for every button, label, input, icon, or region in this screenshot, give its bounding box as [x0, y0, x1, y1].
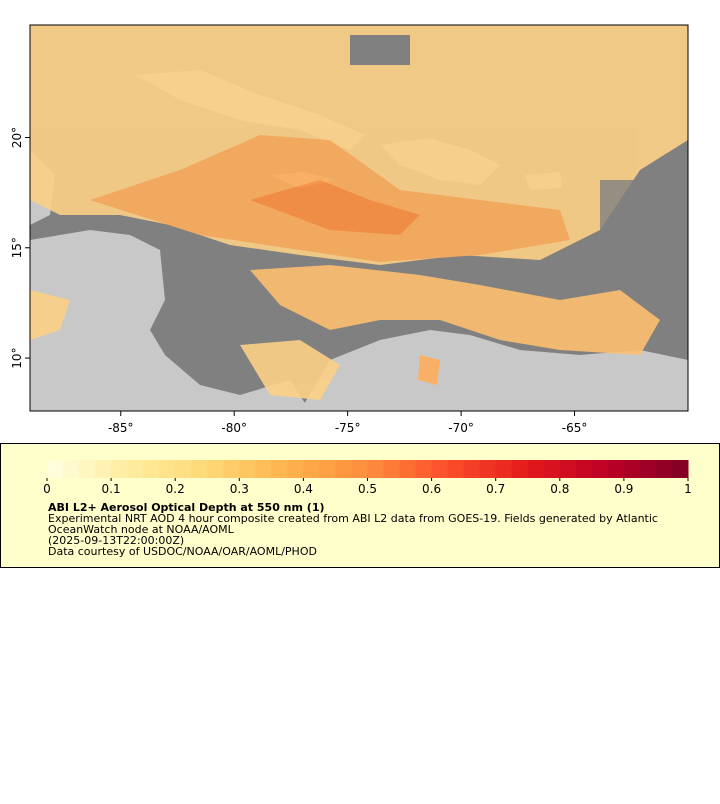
colorbar-step: [303, 460, 320, 478]
colorbar-step: [591, 460, 609, 478]
colorbar-tick-label: 0: [43, 482, 51, 496]
y-tick-label: 20°: [10, 127, 24, 148]
x-tick-label: -85°: [108, 421, 134, 435]
colorbar-step: [383, 460, 401, 478]
colorbar-step: [351, 460, 368, 478]
colorbar-step: [47, 460, 64, 478]
colorbar-tick-label: 0.5: [358, 482, 377, 496]
colorbar-tick-label: 0.8: [550, 482, 569, 496]
legend-line: Experimental NRT AOD 4 hour composite cr…: [48, 512, 658, 525]
colorbar-step: [319, 460, 336, 478]
colorbar-step: [367, 460, 385, 478]
colorbar-step: [95, 460, 112, 478]
colorbar-step: [415, 460, 433, 478]
x-tick-label: -75°: [335, 421, 361, 435]
colorbar-step: [623, 460, 641, 478]
legend-line: (2025-09-13T22:00:00Z): [48, 534, 184, 547]
x-tick-label: -65°: [562, 421, 588, 435]
colorbar-step: [255, 460, 272, 478]
legend-line: Data courtesy of USDOC/NOAA/OAR/AOML/PHO…: [48, 545, 317, 558]
colorbar-step: [655, 460, 673, 478]
colorbar-tick-label: 1: [684, 482, 692, 496]
colorbar-step: [575, 460, 593, 478]
colorbar-step: [527, 460, 545, 478]
map-image: [30, 25, 688, 411]
colorbar: 0 0.1 0.2 0.3 0.4 0.5 0.6 0.7 0.8 0.9 1: [43, 460, 692, 496]
colorbar-step: [287, 460, 304, 478]
legend-title: ABI L2+ Aerosol Optical Depth at 550 nm …: [48, 501, 325, 514]
colorbar-step: [63, 460, 80, 478]
colorbar-step: [159, 460, 176, 478]
map-frame: [29, 24, 689, 412]
colorbar-tick-label: 0.6: [422, 482, 441, 496]
colorbar-tick-label: 0.7: [486, 482, 505, 496]
colorbar-step: [479, 460, 497, 478]
colorbar-step: [223, 460, 240, 478]
colorbar-step: [463, 460, 481, 478]
colorbar-step: [431, 460, 449, 478]
colorbar-step: [511, 460, 529, 478]
colorbar-step: [671, 460, 689, 478]
colorbar-step: [175, 460, 192, 478]
x-tick-label: -80°: [221, 421, 247, 435]
colorbar-tick-label: 0.2: [166, 482, 185, 496]
colorbar-step: [239, 460, 256, 478]
colorbar-step: [111, 460, 128, 478]
colorbar-step: [79, 460, 96, 478]
y-tick-label: 10°: [10, 347, 24, 368]
colorbar-step: [399, 460, 417, 478]
colorbar-step: [207, 460, 224, 478]
colorbar-step: [447, 460, 465, 478]
colorbar-step: [639, 460, 657, 478]
colorbar-step: [143, 460, 160, 478]
colorbar-step: [335, 460, 352, 478]
x-tick-label: -70°: [448, 421, 474, 435]
colorbar-step: [271, 460, 288, 478]
colorbar-tick-label: 0.3: [230, 482, 249, 496]
legend-line: OceanWatch node at NOAA/AOML: [48, 523, 235, 536]
colorbar-step: [495, 460, 513, 478]
y-tick-label: 15°: [10, 237, 24, 258]
colorbar-step: [559, 460, 577, 478]
colorbar-step: [127, 460, 144, 478]
colorbar-step: [607, 460, 625, 478]
colorbar-step: [543, 460, 561, 478]
colorbar-tick-label: 0.9: [614, 482, 633, 496]
colorbar-tick-label: 0.1: [102, 482, 121, 496]
colorbar-tick-label: 0.4: [294, 482, 313, 496]
colorbar-step: [191, 460, 208, 478]
